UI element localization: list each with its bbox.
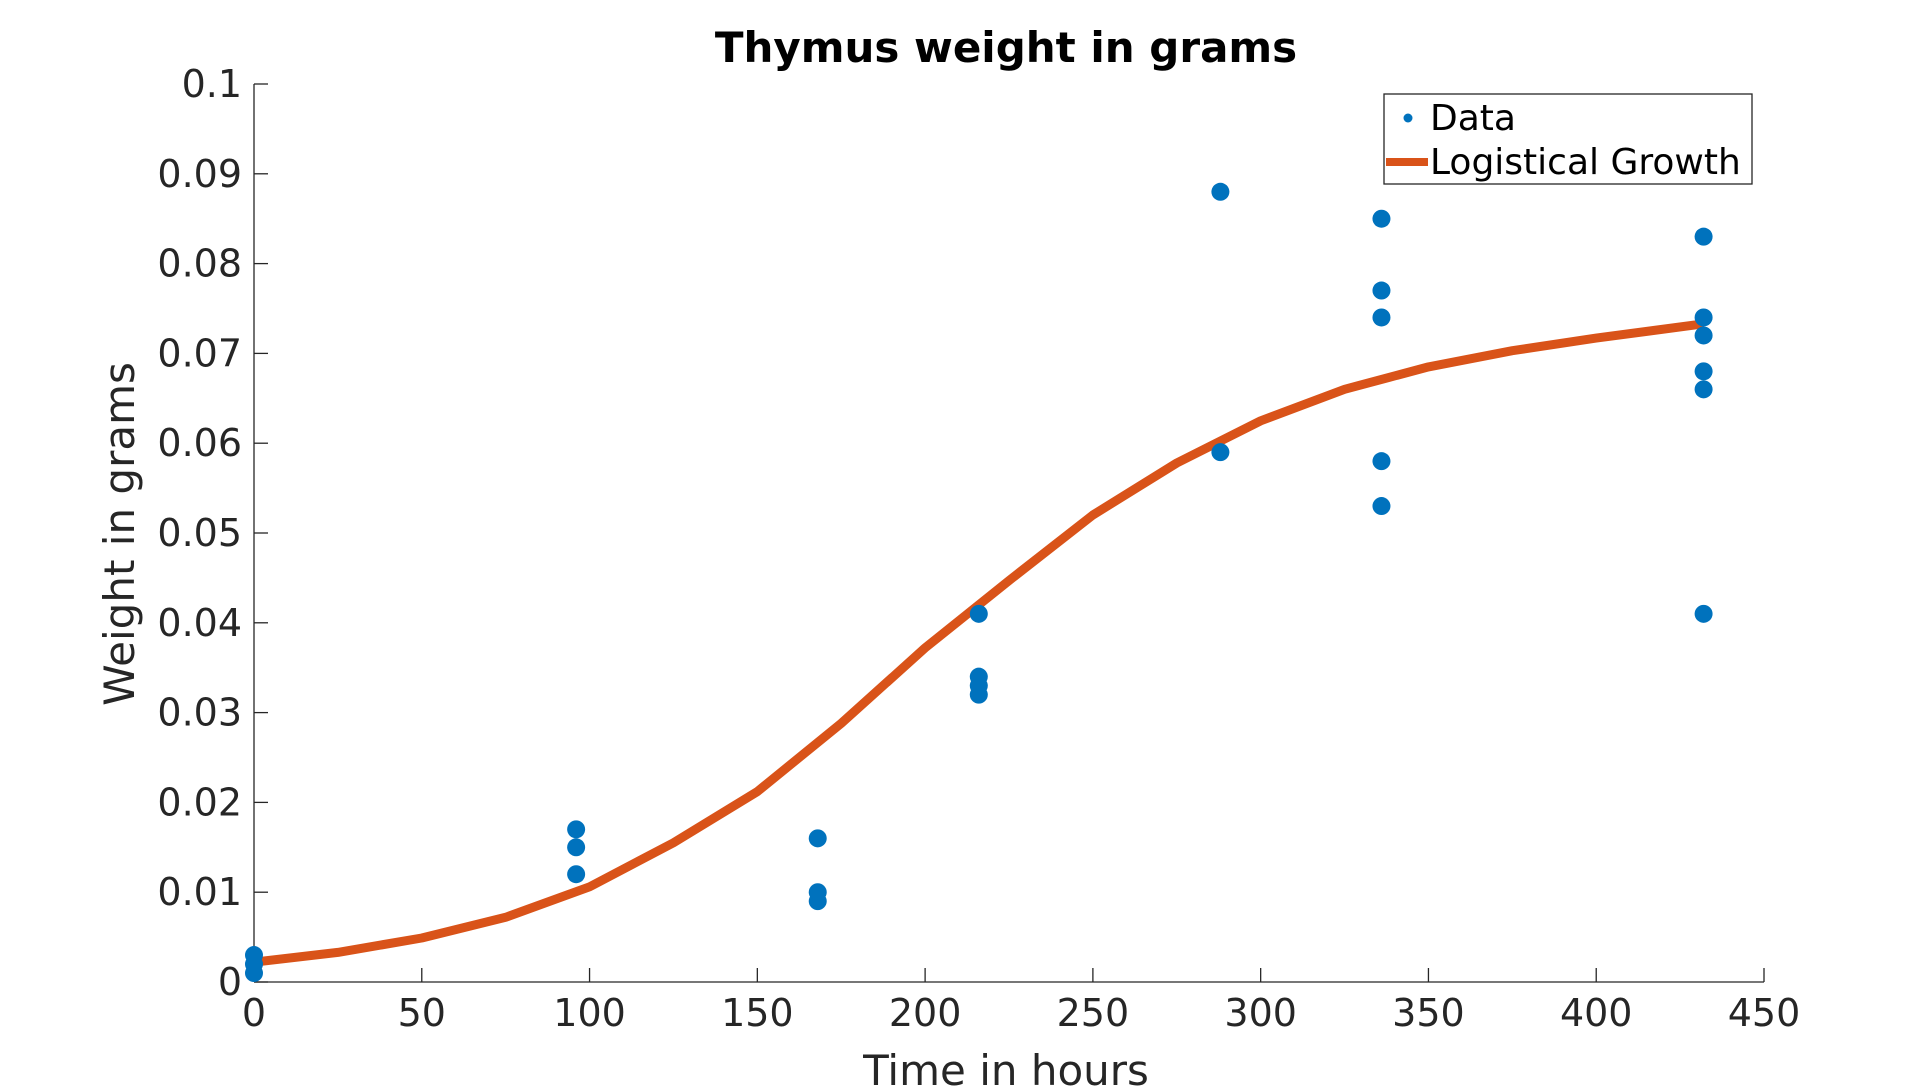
x-tick-label: 0 <box>242 991 266 1035</box>
y-tick-label: 0.05 <box>157 511 242 555</box>
x-tick-label: 200 <box>889 991 962 1035</box>
legend-label-data: Data <box>1430 98 1516 139</box>
data-point <box>245 964 263 983</box>
data-point <box>567 838 586 857</box>
legend-data-marker <box>1403 113 1413 123</box>
x-tick-label: 450 <box>1728 991 1801 1035</box>
x-axis: 0 50 100 150 200 250 300 350 400 450 <box>242 968 1800 1035</box>
data-point <box>1372 308 1391 327</box>
data-point <box>1211 182 1230 201</box>
data-point <box>1694 227 1713 246</box>
x-tick-label: 250 <box>1057 991 1130 1035</box>
data-point <box>1211 443 1230 462</box>
y-tick-label: 0.04 <box>157 601 242 645</box>
data-point <box>1372 452 1391 471</box>
logistic-growth-line <box>253 319 1705 967</box>
data-point <box>1372 497 1391 516</box>
data-point <box>1694 308 1713 327</box>
y-tick-label: 0.1 <box>182 62 242 106</box>
data-point <box>1694 362 1713 381</box>
data-point <box>1694 380 1713 399</box>
y-tick-label: 0 <box>218 960 242 1004</box>
data-point <box>1694 326 1713 345</box>
x-tick-label: 350 <box>1392 991 1465 1035</box>
data-point <box>567 820 586 839</box>
y-tick-label: 0.02 <box>157 780 242 824</box>
y-tick-label: 0.03 <box>157 691 242 735</box>
x-tick-label: 100 <box>553 991 626 1035</box>
data-point <box>1694 604 1713 623</box>
data-point <box>567 865 586 884</box>
data-point <box>808 829 827 848</box>
y-tick-label: 0.01 <box>157 870 242 914</box>
legend-box <box>1383 93 1753 185</box>
x-axis-title: Time in hours <box>862 1046 1149 1090</box>
y-tick-label: 0.08 <box>157 242 242 286</box>
data-point <box>808 892 827 911</box>
y-axis: 0 0.01 0.02 0.03 0.04 0.05 0.06 0.07 0.08 0.09 0.1 <box>157 62 268 1004</box>
x-tick-label: 150 <box>721 991 794 1035</box>
y-tick-label: 0.09 <box>157 152 242 196</box>
data-point <box>969 604 988 623</box>
legend: Data Logistical Growth <box>1383 93 1753 185</box>
y-tick-label: 0.07 <box>157 331 242 375</box>
x-tick-label: 50 <box>398 991 446 1035</box>
x-tick-label: 400 <box>1560 991 1633 1035</box>
logistic-curve-layer <box>253 319 1705 967</box>
data-point <box>969 685 988 704</box>
chart-title: Thymus weight in grams <box>715 23 1297 72</box>
y-axis-title: Weight in grams <box>95 362 144 706</box>
data-point <box>1372 281 1391 300</box>
data-point <box>1372 209 1391 228</box>
x-tick-label: 300 <box>1224 991 1297 1035</box>
y-tick-label: 0.06 <box>157 421 242 465</box>
data-points-layer <box>245 182 1713 983</box>
legend-label-logistical-growth: Logistical Growth <box>1430 142 1741 183</box>
